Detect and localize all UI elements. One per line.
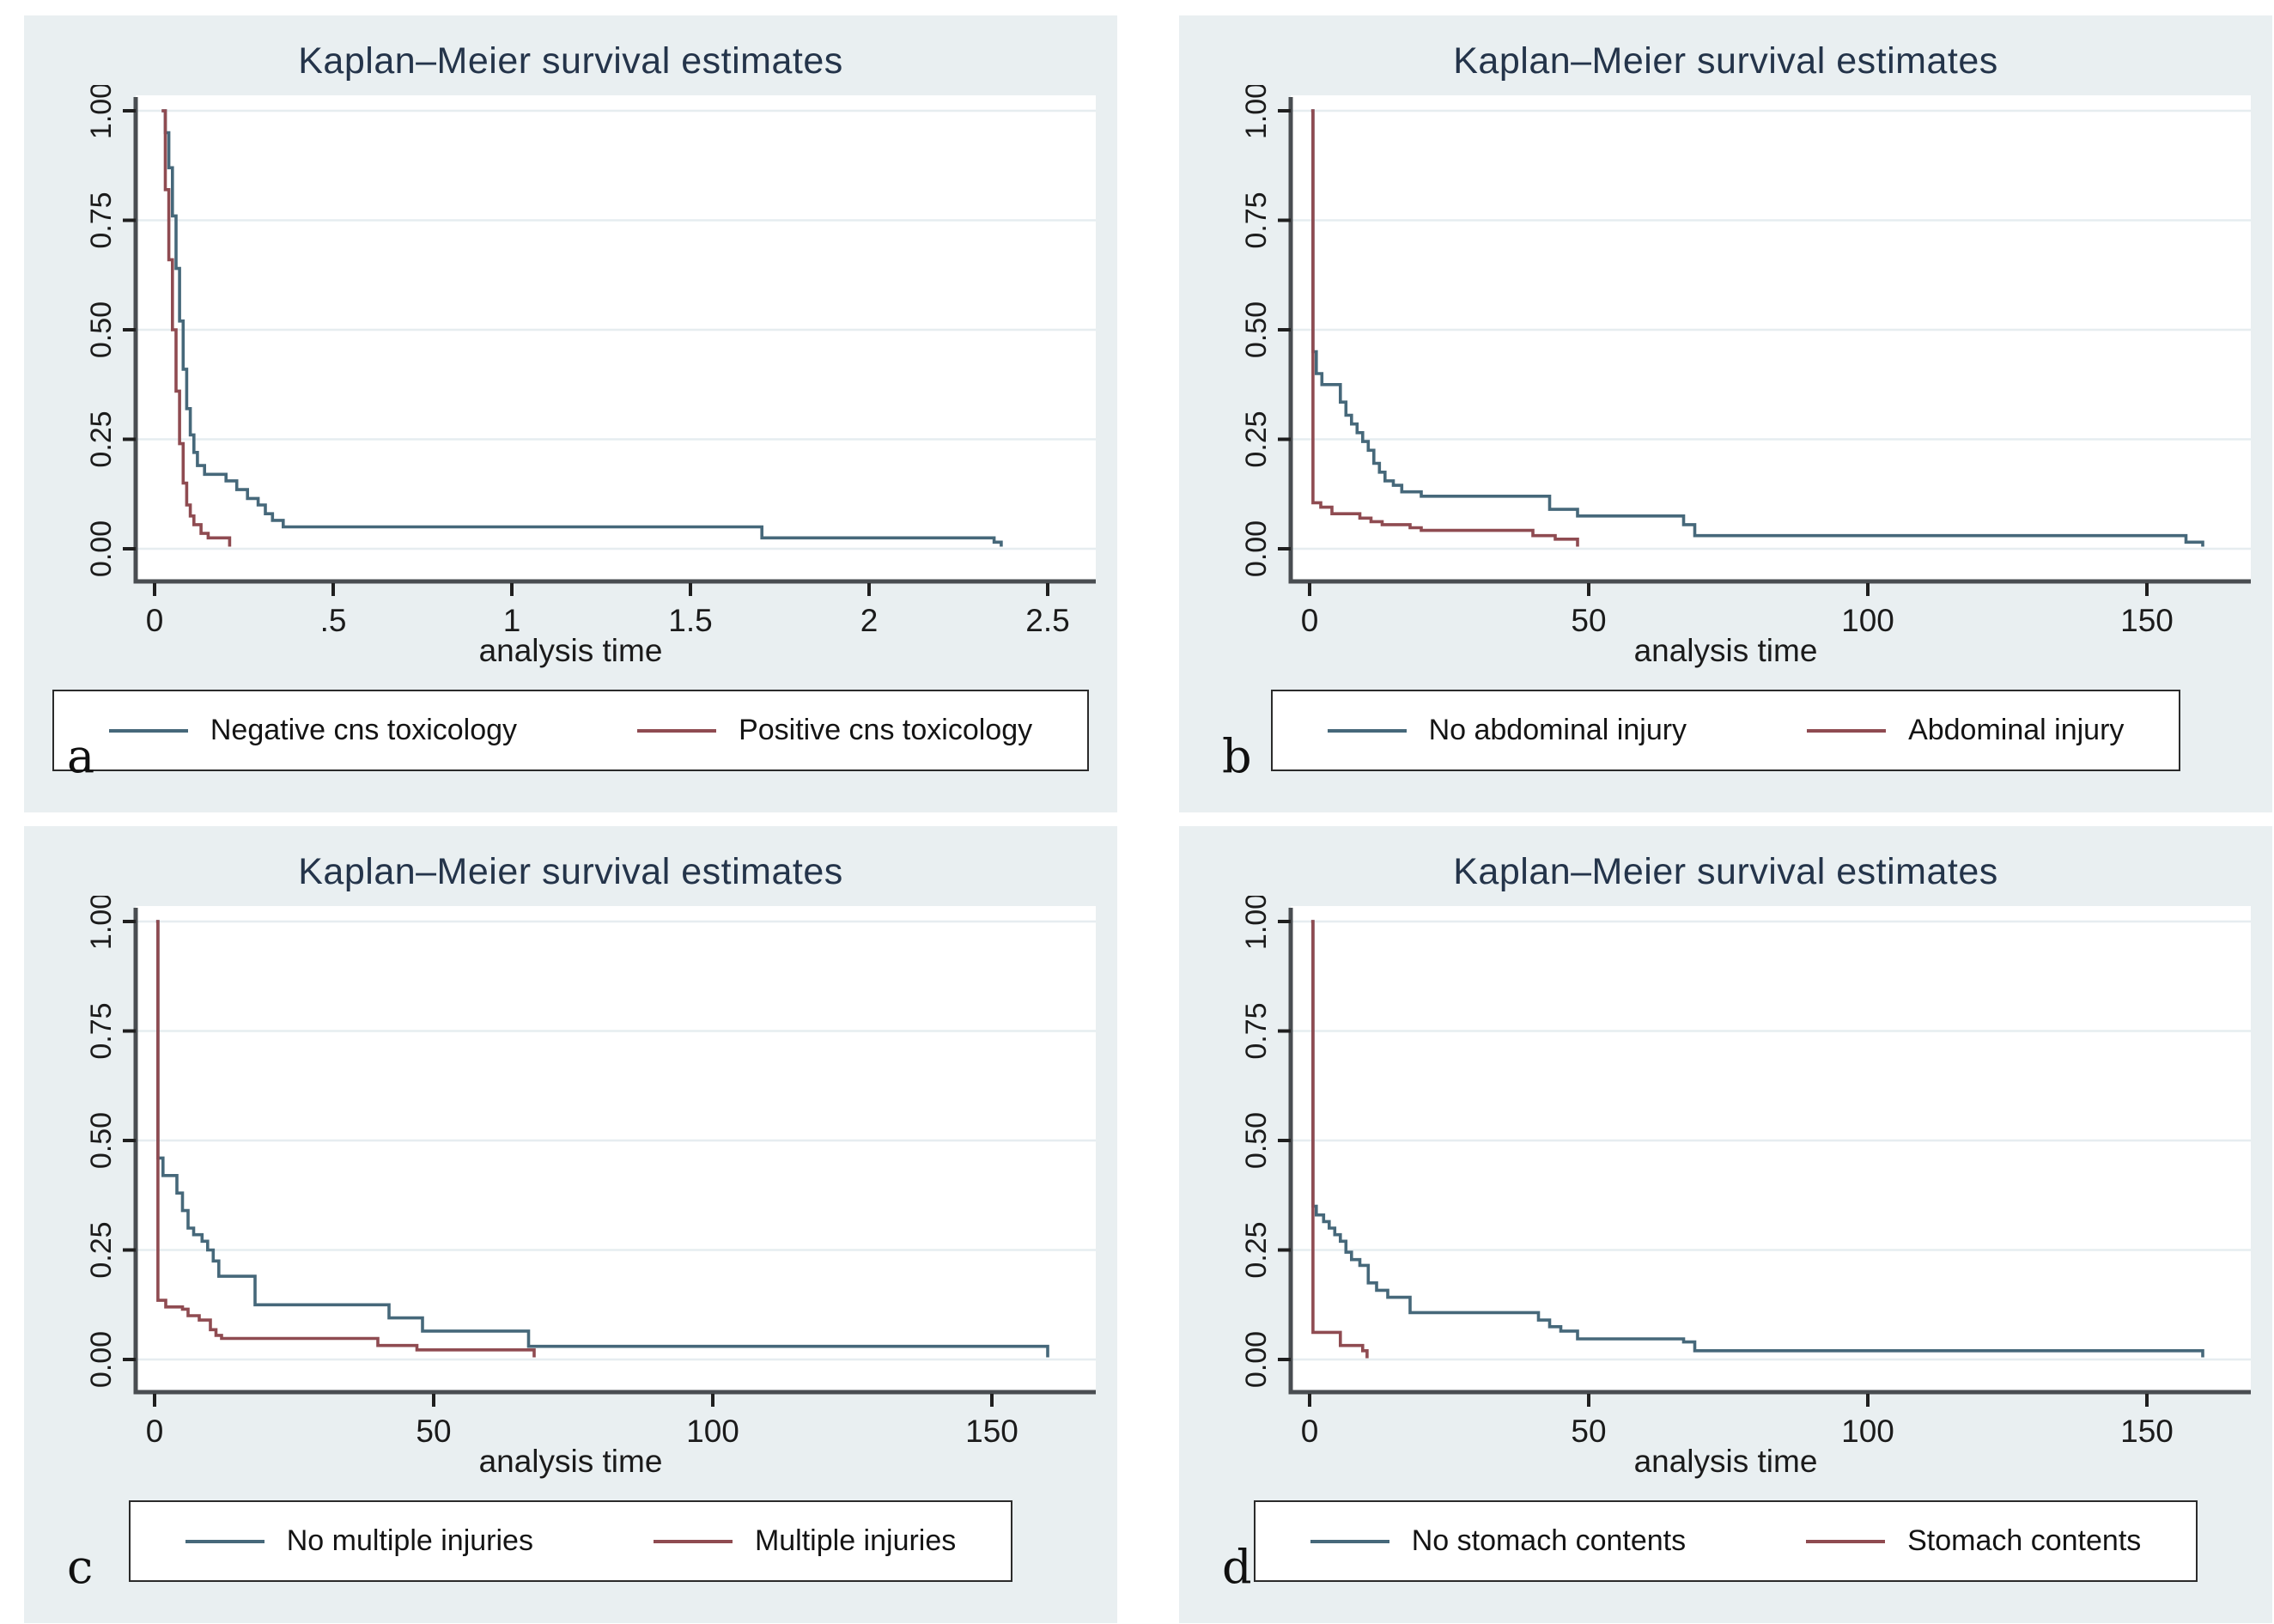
svg-text:0.25: 0.25 [84,1222,117,1279]
panel-letter: a [67,729,95,783]
svg-text:0.50: 0.50 [1239,301,1272,358]
svg-text:100: 100 [1841,603,1894,638]
km-plot-a: 0.00 0.25 0.50 0.75 1.00 0 .5 1 1.5 2 2.5 [84,85,1096,638]
svg-text:100: 100 [1841,1414,1894,1449]
legend-row: No stomach contents Stomach contents [1179,1500,2272,1583]
svg-text:0.50: 0.50 [84,301,117,358]
svg-text:.5: .5 [319,603,346,638]
panel-a: Kaplan–Meier survival estimates 0.00 0.25… [24,15,1117,812]
km-plot-d: 0.00 0.25 0.50 0.75 1.00 0 50 100 150 [1239,896,2251,1449]
legend-label: Multiple injuries [754,1524,957,1558]
svg-text:150: 150 [2120,603,2174,638]
svg-text:0.75: 0.75 [1239,192,1272,249]
x-axis-label: analysis time [478,1444,663,1480]
svg-text:0.50: 0.50 [1239,1112,1272,1169]
chart-title: Kaplan–Meier survival estimates [1453,851,1998,892]
chart-title: Kaplan–Meier survival estimates [298,40,843,82]
x-axis-label: analysis time [1633,633,1818,669]
legend-entry: Positive cns toxicology [637,714,1032,747]
legend-label: Abdominal injury [1908,714,2125,747]
legend-line-navy [1327,728,1407,733]
km-plot-c: 0.00 0.25 0.50 0.75 1.00 0 50 100 150 [84,896,1096,1449]
svg-text:2.5: 2.5 [1025,603,1069,638]
legend-label: Positive cns toxicology [739,714,1033,747]
km-plot-b: 0.00 0.25 0.50 0.75 1.00 0 50 100 150 [1239,85,2251,638]
svg-text:50: 50 [1571,603,1606,638]
chart-title: Kaplan–Meier survival estimates [1453,40,1998,82]
svg-text:0.00: 0.00 [84,520,117,577]
legend-label: No abdominal injury [1428,714,1687,747]
legend-entry: Multiple injuries [653,1524,957,1558]
svg-text:0.00: 0.00 [1239,1331,1272,1388]
panel-c: Kaplan–Meier survival estimates 0.00 0.25… [24,826,1117,1623]
svg-text:0.00: 0.00 [84,1331,117,1388]
legend-label: No multiple injuries [286,1524,533,1558]
legend-entry: Stomach contents [1806,1524,2141,1558]
legend-line-maroon [1806,1539,1886,1543]
svg-text:0: 0 [1300,1414,1318,1449]
legend-line-maroon [653,1539,733,1543]
legend-row: No abdominal injury Abdominal injury [1179,690,2272,772]
svg-text:100: 100 [686,1414,739,1449]
svg-text:50: 50 [416,1414,451,1449]
panel-b: Kaplan–Meier survival estimates 0.00 0.25… [1179,15,2272,812]
legend: No multiple injuries Multiple injuries [128,1500,1013,1583]
svg-text:1: 1 [502,603,520,638]
svg-text:0.75: 0.75 [84,192,117,249]
svg-text:1.00: 1.00 [1239,85,1272,139]
x-axis-label: analysis time [1633,1444,1818,1480]
svg-text:0.25: 0.25 [84,411,117,468]
legend: No abdominal injury Abdominal injury [1270,690,2181,772]
svg-text:0: 0 [145,603,163,638]
svg-text:50: 50 [1571,1414,1606,1449]
legend-line-navy [185,1539,264,1543]
svg-text:0: 0 [1300,603,1318,638]
svg-text:1.5: 1.5 [668,603,712,638]
panel-letter: c [67,1540,94,1594]
svg-text:0.25: 0.25 [1239,1222,1272,1279]
svg-text:150: 150 [965,1414,1018,1449]
legend: Negative cns toxicology Positive cns tox… [52,690,1090,772]
legend-line-maroon [637,728,717,733]
svg-text:0.25: 0.25 [1239,411,1272,468]
svg-text:1.00: 1.00 [84,85,117,139]
chart-title: Kaplan–Meier survival estimates [298,851,843,892]
x-axis-label: analysis time [478,633,663,669]
legend-entry: Negative cns toxicology [108,714,518,747]
svg-text:150: 150 [2120,1414,2174,1449]
svg-text:0.00: 0.00 [1239,520,1272,577]
svg-text:1.00: 1.00 [84,896,117,950]
legend-entry: Abdominal injury [1807,714,2124,747]
legend-entry: No stomach contents [1310,1524,1686,1558]
panel-letter: d [1222,1540,1252,1594]
legend-label: Stomach contents [1907,1524,2142,1558]
legend-label: No stomach contents [1411,1524,1687,1558]
panel-letter: b [1222,729,1252,783]
legend-line-navy [1310,1539,1389,1543]
panel-d: Kaplan–Meier survival estimates 0.00 0.25… [1179,826,2272,1623]
legend-row: Negative cns toxicology Positive cns tox… [24,690,1117,772]
legend-entry: No abdominal injury [1327,714,1687,747]
legend: No stomach contents Stomach contents [1253,1500,2198,1583]
legend-row: No multiple injuries Multiple injuries [24,1500,1117,1583]
svg-text:0.75: 0.75 [1239,1003,1272,1060]
legend-line-navy [108,728,188,733]
svg-text:0: 0 [145,1414,163,1449]
legend-line-maroon [1807,728,1887,733]
svg-text:0.50: 0.50 [84,1112,117,1169]
svg-text:2: 2 [860,603,878,638]
legend-entry: No multiple injuries [185,1524,533,1558]
svg-text:1.00: 1.00 [1239,896,1272,950]
svg-text:0.75: 0.75 [84,1003,117,1060]
legend-label: Negative cns toxicology [210,714,518,747]
